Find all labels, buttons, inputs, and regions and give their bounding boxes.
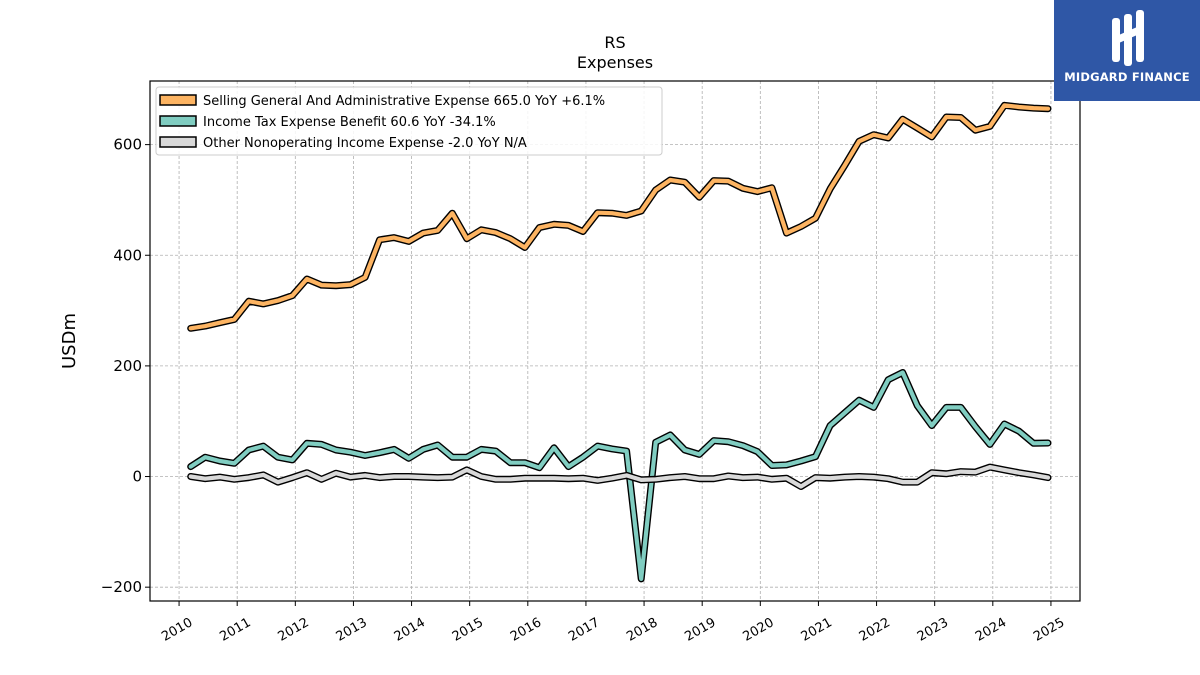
brand-logo: MIDGARD FINANCE	[1054, 0, 1200, 101]
grid	[150, 81, 1080, 601]
x-axis: 2010 2011 2012 2013 2014 2015 2016 2017 2018 2019…	[159, 601, 1067, 645]
series-line	[188, 465, 1051, 489]
y-axis: −200 0 200 400 600	[101, 136, 150, 596]
x-tick-label: 2015	[450, 615, 486, 645]
chart-title: RS	[604, 33, 625, 52]
series-line	[188, 103, 1051, 331]
x-tick-label: 2020	[740, 615, 776, 645]
brand-name: MIDGARD FINANCE	[1064, 70, 1190, 84]
x-tick-label: 2016	[508, 615, 544, 645]
x-tick-label: 2010	[159, 615, 195, 645]
x-tick-label: 2022	[857, 615, 893, 645]
y-axis-label: USDm	[59, 313, 80, 369]
series-line	[188, 370, 1051, 582]
y-tick-label: 400	[113, 246, 142, 264]
chart-subtitle: Expenses	[577, 53, 653, 72]
legend-label: Selling General And Administrative Expen…	[203, 94, 605, 109]
series-layer	[187, 101, 1052, 583]
y-tick-label: 200	[113, 357, 142, 375]
legend-swatch	[159, 136, 197, 148]
x-tick-label: 2021	[799, 615, 835, 645]
y-tick-label: 600	[113, 136, 142, 154]
x-tick-label: 2017	[566, 615, 602, 645]
legend-swatch	[159, 115, 197, 127]
x-tick-label: 2019	[682, 615, 718, 645]
legend-box	[155, 86, 663, 156]
x-tick-label: 2023	[915, 615, 951, 645]
x-tick-label: 2014	[392, 615, 428, 645]
legend-label: Income Tax Expense Benefit 60.6 YoY -34.…	[203, 115, 496, 130]
plot-frame	[149, 80, 1081, 602]
y-tick-label: −200	[101, 578, 142, 596]
x-tick-label: 2018	[624, 615, 660, 645]
logo-mark-icon	[1112, 10, 1144, 66]
x-tick-label: 2012	[275, 615, 311, 645]
y-tick-label: 0	[132, 468, 142, 486]
x-tick-label: 2024	[973, 615, 1009, 645]
legend-swatch	[159, 94, 197, 106]
x-tick-label: 2013	[334, 615, 370, 645]
legend-label: Other Nonoperating Income Expense -2.0 Y…	[203, 136, 527, 151]
legend: Selling General And Administrative Expen…	[155, 86, 663, 156]
x-tick-label: 2011	[217, 615, 253, 645]
x-tick-label: 2025	[1031, 615, 1067, 645]
